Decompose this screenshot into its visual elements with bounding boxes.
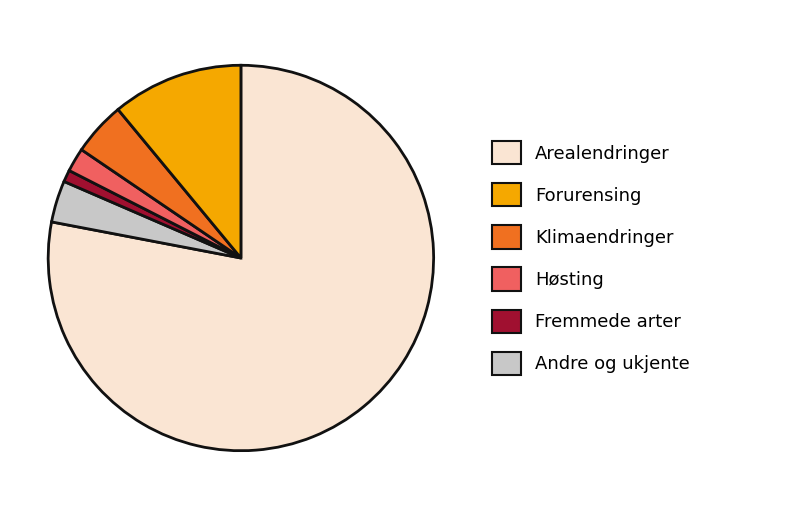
Wedge shape	[51, 182, 241, 258]
Wedge shape	[64, 170, 241, 258]
Wedge shape	[69, 150, 241, 258]
Wedge shape	[48, 66, 433, 450]
Legend: Arealendringer, Forurensing, Klimaendringer, Høsting, Fremmede arter, Andre og u: Arealendringer, Forurensing, Klimaendrin…	[491, 141, 689, 375]
Wedge shape	[82, 109, 241, 258]
Wedge shape	[118, 66, 241, 258]
